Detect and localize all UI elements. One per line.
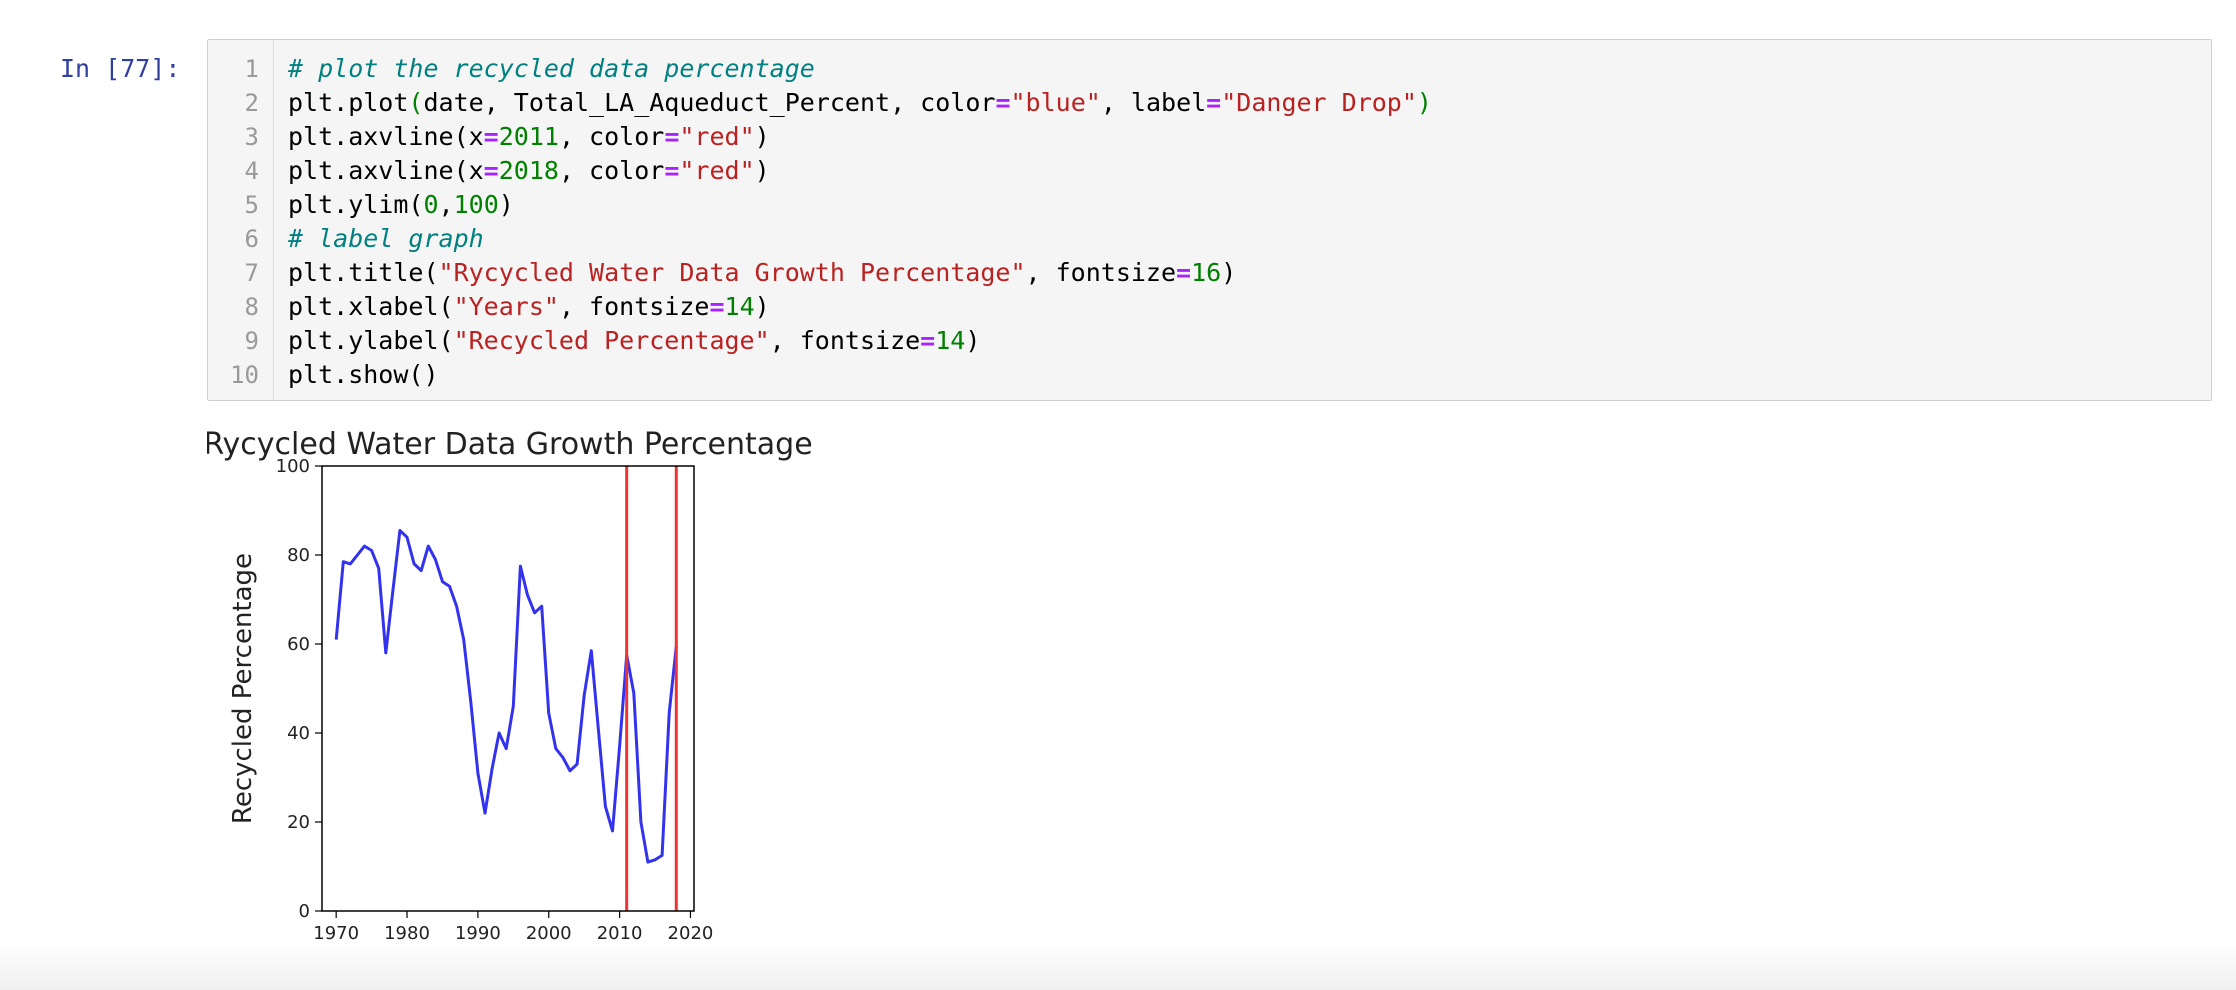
x-tick-label: 2010 xyxy=(597,923,643,944)
code-token: ) xyxy=(965,326,981,355)
line-number: 9 xyxy=(244,327,259,355)
code-token: = xyxy=(664,156,680,185)
code-token: 100 xyxy=(453,190,499,219)
line-number: 8 xyxy=(244,293,259,321)
code-line[interactable]: plt.xlabel("Years", fontsize=14) xyxy=(288,290,770,324)
line-number: 10 xyxy=(230,361,259,389)
line-number: 3 xyxy=(244,123,259,151)
code-token: "Rycycled Water Data Growth Percentage" xyxy=(438,258,1026,287)
code-line[interactable]: # label graph xyxy=(288,222,484,256)
plot-area xyxy=(322,466,694,911)
code-token: 14 xyxy=(724,292,755,321)
line-number: 6 xyxy=(244,225,259,253)
code-token: = xyxy=(1176,258,1192,287)
y-tick-label: 0 xyxy=(299,901,310,922)
code-token: "blue" xyxy=(1010,88,1101,117)
code-token: 14 xyxy=(935,326,966,355)
chart-title: Rycycled Water Data Growth Percentage xyxy=(207,427,813,462)
code-token: plt.axvline(x xyxy=(288,156,484,185)
line-chart: 1970 1980 1990 2000 2010 2020 0 20 40 60 80 100Rycy… xyxy=(203,427,813,980)
x-tick-label: 1980 xyxy=(384,923,430,944)
code-token: ) xyxy=(1416,88,1432,117)
code-token: ( xyxy=(408,88,424,117)
code-token: , label xyxy=(1100,88,1207,117)
code-token: , color xyxy=(558,156,665,185)
code-cell[interactable]: 1 2 3 4 5 6 7 8 9 10 # plot the recycled data per… xyxy=(207,39,2212,401)
code-token: "red" xyxy=(679,156,755,185)
line-number-gutter: 1 2 3 4 5 6 7 8 9 10 xyxy=(208,40,274,400)
code-token: , fontsize xyxy=(769,326,921,355)
plot-frame xyxy=(321,465,695,912)
code-token: , fontsize xyxy=(558,292,710,321)
line-number: 1 xyxy=(244,55,259,83)
y-tick-label: 20 xyxy=(287,812,310,833)
code-line[interactable]: plt.axvline(x=2018, color="red") xyxy=(288,154,770,188)
code-token: ) xyxy=(498,190,514,219)
code-token: ) xyxy=(1221,258,1237,287)
code-token: = xyxy=(483,122,499,151)
code-line[interactable]: plt.title("Rycycled Water Data Growth Pe… xyxy=(288,256,1236,290)
line-number: 4 xyxy=(244,157,259,185)
code-token: 0 xyxy=(423,190,439,219)
line-number: 7 xyxy=(244,259,259,287)
code-token: # label graph xyxy=(288,224,484,253)
code-token: "Years" xyxy=(453,292,559,321)
x-tick-label: 1990 xyxy=(455,923,501,944)
x-tick-label: 1970 xyxy=(313,923,359,944)
code-token: , fontsize xyxy=(1025,258,1177,287)
code-token: ) xyxy=(754,156,770,185)
code-token: , xyxy=(438,190,454,219)
code-line[interactable]: plt.ylabel("Recycled Percentage", fontsi… xyxy=(288,324,980,358)
code-token: # plot the recycled data percentage xyxy=(288,54,815,83)
code-token: = xyxy=(483,156,499,185)
x-tick-label: 2020 xyxy=(668,923,714,944)
code-token: plt.axvline(x xyxy=(288,122,484,151)
code-token: ) xyxy=(754,122,770,151)
y-tick-label: 100 xyxy=(276,456,310,477)
code-token: plt.plot xyxy=(288,88,409,117)
code-token: ) xyxy=(754,292,770,321)
code-token: 2011 xyxy=(498,122,559,151)
code-token: = xyxy=(920,326,936,355)
cell-prompt: In [77]: xyxy=(60,54,181,83)
x-tick-label: 2000 xyxy=(526,923,572,944)
code-token: = xyxy=(664,122,680,151)
code-line[interactable]: # plot the recycled data percentage xyxy=(288,52,815,86)
code-token: "red" xyxy=(679,122,755,151)
code-token: 2018 xyxy=(498,156,559,185)
line-number: 2 xyxy=(244,89,259,117)
page-bottom-shade xyxy=(0,940,2236,990)
code-token: = xyxy=(709,292,725,321)
y-tick-label: 40 xyxy=(287,723,310,744)
code-line[interactable]: plt.show() xyxy=(288,358,439,392)
code-token: = xyxy=(995,88,1011,117)
cell-output: 1970 1980 1990 2000 2010 2020 0 20 40 60 80 100 Rycy… xyxy=(203,410,1067,980)
code-token: , color xyxy=(558,122,665,151)
code-line[interactable]: plt.ylim(0,100) xyxy=(288,188,514,222)
code-token: date, Total_LA_Aqueduct_Percent, color xyxy=(423,88,996,117)
line-number: 5 xyxy=(244,191,259,219)
code-token: plt.show() xyxy=(288,360,439,389)
y-tick-label: 60 xyxy=(287,634,310,655)
code-token: plt.ylabel( xyxy=(288,326,454,355)
code-line[interactable]: plt.axvline(x=2011, color="red") xyxy=(288,120,770,154)
code-token: = xyxy=(1206,88,1222,117)
y-tick-label: 80 xyxy=(287,545,310,566)
code-token: 16 xyxy=(1191,258,1222,287)
code-token: plt.xlabel( xyxy=(288,292,454,321)
series-line xyxy=(334,529,678,864)
code-token: "Recycled Percentage" xyxy=(453,326,770,355)
code-token: plt.ylim( xyxy=(288,190,424,219)
y-axis-label: Recycled Percentage xyxy=(228,553,258,824)
code-token: plt.title( xyxy=(288,258,439,287)
code-token: "Danger Drop" xyxy=(1221,88,1417,117)
code-line[interactable]: plt.plot(date, Total_LA_Aqueduct_Percent… xyxy=(288,86,1432,120)
